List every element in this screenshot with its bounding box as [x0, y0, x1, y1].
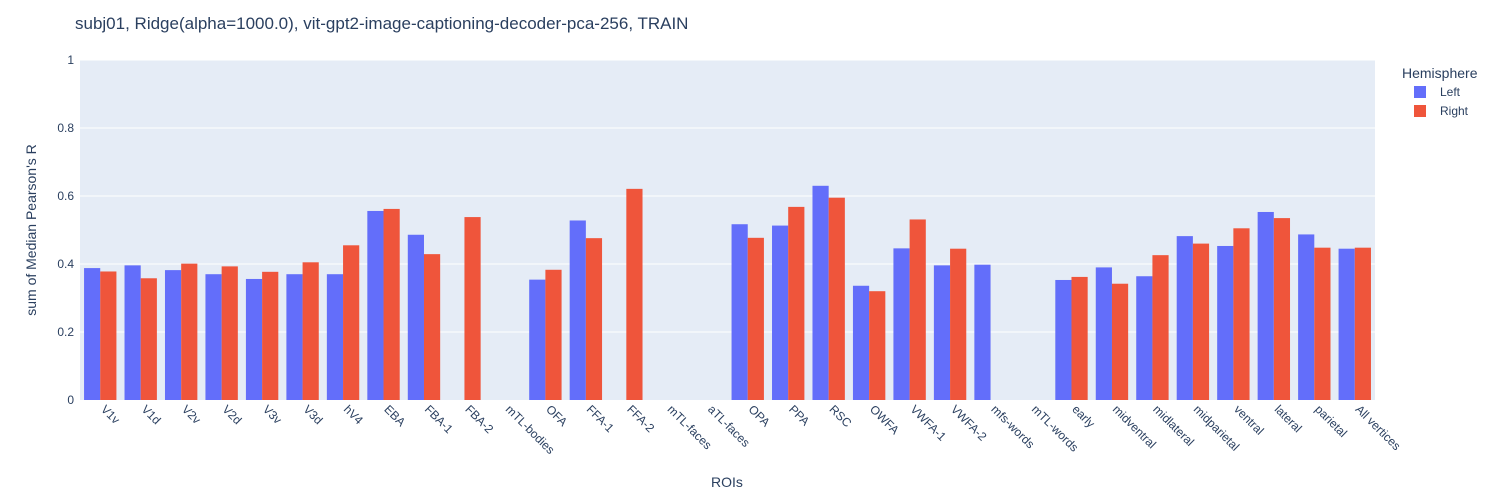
x-tick-label: hV4: [341, 402, 366, 427]
x-tick-label: V3v: [260, 402, 285, 427]
bar-left-v1v[interactable]: [84, 268, 101, 400]
bar-left-parietal[interactable]: [1298, 234, 1315, 400]
bar-left-midlateral[interactable]: [1136, 276, 1153, 400]
bar-right-fba-2[interactable]: [464, 217, 481, 400]
bar-right-opa[interactable]: [747, 237, 764, 400]
x-tick-label: OPA: [746, 402, 773, 429]
y-axis-title: sum of Median Pearson's R: [23, 144, 39, 316]
y-tick-label: 0: [67, 393, 74, 407]
bar-right-midparietal[interactable]: [1192, 243, 1210, 400]
bar-right-eba[interactable]: [383, 208, 400, 400]
bar-right-ofa[interactable]: [545, 269, 562, 400]
bar-right-v1v[interactable]: [100, 271, 117, 400]
y-tick-label: 0.6: [57, 189, 74, 203]
bar-left-lateral[interactable]: [1257, 211, 1274, 400]
bar-left-mfs-words[interactable]: [974, 264, 991, 400]
x-tick-label: FBA-2: [462, 402, 496, 436]
bar-left-ofa[interactable]: [529, 279, 546, 400]
x-tick-label: VWFA-1: [907, 402, 949, 444]
x-axis-title: ROIs: [711, 474, 743, 490]
x-tick-label: ventral: [1231, 402, 1266, 437]
bar-right-hv4[interactable]: [343, 245, 360, 400]
bar-left-midventral[interactable]: [1095, 267, 1112, 400]
bar-left-v2v[interactable]: [164, 270, 182, 400]
y-tick-label: 0.2: [57, 325, 74, 339]
bar-right-v3v[interactable]: [262, 271, 279, 400]
bar-right-all-vertices[interactable]: [1354, 247, 1371, 400]
x-tick-label: FFA-1: [584, 402, 617, 435]
bar-left-ventral[interactable]: [1217, 245, 1234, 400]
legend-label-right: Right: [1440, 104, 1469, 118]
bar-right-fba-1[interactable]: [423, 254, 441, 400]
bar-left-hv4[interactable]: [326, 274, 344, 400]
bar-right-lateral[interactable]: [1273, 218, 1291, 400]
x-tick-label: FFA-2: [624, 402, 657, 435]
x-tick-label: PPA: [786, 402, 812, 428]
x-tick-label: V3d: [300, 402, 325, 427]
x-tick-label: RSC: [827, 402, 855, 430]
y-tick-label: 1: [67, 53, 74, 67]
bar-right-ventral[interactable]: [1233, 228, 1250, 400]
x-tick-label: parietal: [1312, 402, 1350, 440]
bar-left-ffa-1[interactable]: [569, 220, 586, 400]
x-tick-label: All vertices: [1353, 402, 1404, 453]
bar-right-vwfa-1[interactable]: [909, 219, 926, 400]
y-tick-label: 0.8: [57, 121, 74, 135]
bar-right-midlateral[interactable]: [1152, 255, 1169, 400]
bar-right-ffa-2[interactable]: [626, 188, 643, 400]
bars[interactable]: [84, 185, 1371, 400]
bar-left-eba[interactable]: [367, 210, 384, 400]
x-tick-label: V2v: [179, 402, 204, 427]
x-tick-label: lateral: [1272, 402, 1305, 435]
x-tick-label: OWFA: [867, 402, 902, 437]
bar-left-rsc[interactable]: [812, 185, 829, 400]
bar-right-v2d[interactable]: [221, 266, 238, 400]
bar-right-ffa-1[interactable]: [585, 238, 603, 400]
y-tick-label: 0.4: [57, 257, 74, 271]
x-tick-label: V2d: [220, 402, 245, 427]
bar-left-v3v[interactable]: [245, 278, 263, 400]
bar-left-fba-1[interactable]: [407, 234, 424, 400]
bar-left-midparietal[interactable]: [1176, 236, 1193, 400]
bar-left-owfa[interactable]: [852, 285, 870, 400]
legend-swatch-left: [1414, 86, 1426, 98]
x-axis-ticks: V1v V1d V2v V2d V3v V3d hV4 EBA FBA-1 FBA-2 mTL-bo…: [98, 402, 1403, 457]
bar-left-vwfa-2[interactable]: [933, 265, 951, 400]
legend-title: Hemisphere: [1402, 65, 1478, 81]
bar-right-parietal[interactable]: [1314, 247, 1331, 400]
bar-right-v3d[interactable]: [302, 262, 319, 400]
x-tick-label: VWFA-2: [948, 402, 990, 444]
bar-right-ppa[interactable]: [788, 206, 805, 400]
bar-left-v1d[interactable]: [124, 265, 141, 400]
bar-right-rsc[interactable]: [828, 197, 845, 400]
bar-left-opa[interactable]: [731, 224, 748, 400]
bar-right-owfa[interactable]: [869, 291, 886, 400]
x-tick-label: FBA-1: [422, 402, 456, 436]
bar-right-v2v[interactable]: [181, 263, 198, 400]
bar-right-midventral[interactable]: [1111, 283, 1129, 400]
x-tick-label: V1v: [98, 402, 123, 427]
bar-right-early[interactable]: [1071, 276, 1088, 400]
bar-right-v1d[interactable]: [140, 278, 157, 400]
x-tick-label: EBA: [381, 402, 408, 429]
bar-left-v2d[interactable]: [205, 274, 222, 400]
y-axis-ticks: 0 0.2 0.4 0.6 0.8 1: [57, 53, 74, 407]
legend-label-left: Left: [1440, 85, 1461, 99]
chart-title: subj01, Ridge(alpha=1000.0), vit-gpt2-im…: [75, 14, 688, 33]
bar-left-early[interactable]: [1055, 279, 1072, 400]
bar-left-ppa[interactable]: [772, 225, 789, 400]
x-tick-label: V1d: [139, 402, 164, 427]
bar-left-all-vertices[interactable]: [1338, 248, 1355, 400]
bar-left-vwfa-1[interactable]: [893, 248, 910, 400]
x-tick-label: early: [1069, 402, 1097, 430]
bar-right-vwfa-2[interactable]: [950, 248, 967, 400]
bar-left-v3d[interactable]: [286, 274, 303, 400]
legend: Hemisphere Left Right: [1402, 65, 1478, 118]
x-tick-label: OFA: [543, 402, 570, 429]
legend-swatch-right: [1414, 105, 1426, 117]
